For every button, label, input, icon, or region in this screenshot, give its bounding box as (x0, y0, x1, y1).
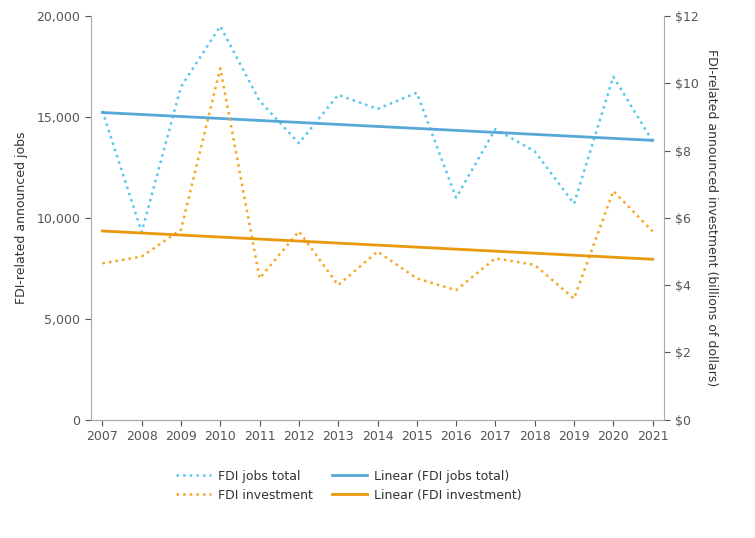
FDI investment (530, 262, 539, 268)
FDI investment (216, 65, 225, 72)
Linear (FDI jobs total) (98, 109, 107, 116)
Linear (FDI investment) (98, 228, 107, 234)
FDI investment (334, 282, 343, 288)
FDI jobs total (451, 195, 461, 201)
Line: FDI jobs total: FDI jobs total (103, 26, 652, 232)
FDI investment (373, 249, 382, 255)
FDI jobs total (530, 148, 539, 154)
Linear (FDI jobs total) (451, 127, 461, 133)
Linear (FDI investment) (569, 252, 578, 258)
FDI investment (648, 228, 657, 235)
Linear (FDI jobs total) (609, 135, 618, 141)
Linear (FDI investment) (412, 244, 421, 250)
Linear (FDI investment) (491, 248, 500, 254)
Linear (FDI investment) (334, 240, 343, 246)
FDI jobs total (255, 98, 264, 104)
FDI jobs total (177, 83, 186, 90)
FDI jobs total (98, 108, 107, 114)
FDI investment (412, 275, 421, 282)
Linear (FDI investment) (216, 234, 225, 240)
FDI jobs total (491, 126, 500, 132)
FDI investment (294, 228, 304, 235)
Linear (FDI jobs total) (530, 131, 539, 138)
Linear (FDI jobs total) (373, 123, 382, 130)
FDI jobs total (216, 23, 225, 30)
Linear (FDI investment) (451, 246, 461, 252)
Linear (FDI investment) (530, 250, 539, 257)
Linear (FDI jobs total) (648, 137, 657, 144)
FDI investment (98, 260, 107, 266)
Line: Linear (FDI jobs total): Linear (FDI jobs total) (103, 112, 652, 140)
FDI investment (255, 275, 264, 282)
Linear (FDI jobs total) (294, 119, 304, 126)
FDI jobs total (412, 89, 421, 96)
FDI investment (569, 295, 578, 302)
Linear (FDI investment) (648, 256, 657, 263)
Linear (FDI jobs total) (255, 117, 264, 124)
Linear (FDI jobs total) (216, 115, 225, 122)
FDI investment (609, 188, 618, 194)
Linear (FDI investment) (255, 236, 264, 242)
Y-axis label: FDI-related announced investment (billions of dollars): FDI-related announced investment (billio… (705, 49, 718, 386)
FDI investment (137, 253, 146, 260)
Linear (FDI jobs total) (177, 114, 186, 120)
FDI jobs total (373, 105, 382, 112)
Linear (FDI jobs total) (137, 111, 146, 118)
FDI jobs total (137, 229, 146, 235)
Linear (FDI jobs total) (491, 129, 500, 136)
FDI jobs total (294, 140, 304, 146)
Linear (FDI jobs total) (334, 121, 343, 128)
FDI jobs total (334, 91, 343, 98)
FDI jobs total (648, 138, 657, 145)
Y-axis label: FDI-related announced jobs: FDI-related announced jobs (15, 132, 28, 304)
FDI jobs total (569, 201, 578, 207)
Legend: FDI jobs total, FDI investment, Linear (FDI jobs total), Linear (FDI investment): FDI jobs total, FDI investment, Linear (… (176, 470, 522, 502)
FDI investment (177, 226, 186, 233)
Linear (FDI investment) (373, 242, 382, 249)
Linear (FDI investment) (609, 254, 618, 260)
Line: FDI investment: FDI investment (103, 68, 652, 299)
Linear (FDI investment) (177, 232, 186, 238)
Linear (FDI investment) (137, 230, 146, 236)
FDI investment (451, 287, 461, 293)
Linear (FDI jobs total) (412, 125, 421, 132)
Linear (FDI investment) (294, 238, 304, 244)
FDI jobs total (609, 73, 618, 80)
FDI investment (491, 255, 500, 261)
Line: Linear (FDI investment): Linear (FDI investment) (103, 231, 652, 259)
Linear (FDI jobs total) (569, 133, 578, 139)
